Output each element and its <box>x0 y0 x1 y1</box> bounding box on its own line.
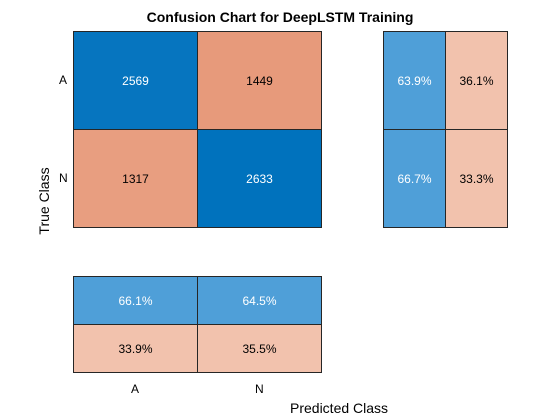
matrix-cell-n-n: 2633 <box>197 129 322 228</box>
y-tick-label-a: A <box>59 73 68 87</box>
matrix-cell-n-n-value: 2633 <box>246 171 273 186</box>
matrix-cell-a-n: 1449 <box>197 31 322 130</box>
column-summary-cell-a-correct-value: 66.1% <box>118 293 153 308</box>
row-summary-cell-n-incorrect-value: 33.3% <box>459 171 494 186</box>
column-summary-cell-n-correct: 64.5% <box>197 276 322 325</box>
row-summary-cell-a-incorrect: 36.1% <box>445 31 508 130</box>
x-axis-label: Predicted Class <box>290 400 389 416</box>
matrix-cell-n-a-value: 1317 <box>122 171 149 186</box>
row-summary-cell-a-incorrect-value: 36.1% <box>459 73 494 88</box>
row-summary-cell-a-correct-value: 63.9% <box>397 73 432 88</box>
column-summary-cell-n-correct-value: 64.5% <box>242 293 277 308</box>
column-summary-cell-a-incorrect-value: 33.9% <box>118 341 153 356</box>
y-tick-label-n: N <box>59 171 68 185</box>
column-summary-cell-a-correct: 66.1% <box>73 276 198 325</box>
matrix-cell-a-a-value: 2569 <box>122 73 149 88</box>
y-axis-label: True Class <box>36 167 52 235</box>
matrix-cell-n-a: 1317 <box>73 129 198 228</box>
column-summary-cell-n-incorrect-value: 35.5% <box>242 341 277 356</box>
row-summary-cell-a-correct: 63.9% <box>383 31 446 130</box>
row-summary-cell-n-correct: 66.7% <box>383 129 446 228</box>
x-tick-label-a: A <box>131 382 140 396</box>
row-summary-cell-n-correct-value: 66.7% <box>397 171 432 186</box>
chart-title: Confusion Chart for DeepLSTM Training <box>146 9 414 25</box>
column-summary-cell-n-incorrect: 35.5% <box>197 324 322 373</box>
matrix-cell-a-a: 2569 <box>73 31 198 130</box>
row-summary-cell-n-incorrect: 33.3% <box>445 129 508 228</box>
column-summary-cell-a-incorrect: 33.9% <box>73 324 198 373</box>
matrix-cell-a-n-value: 1449 <box>246 73 273 88</box>
x-tick-label-n: N <box>255 382 264 396</box>
